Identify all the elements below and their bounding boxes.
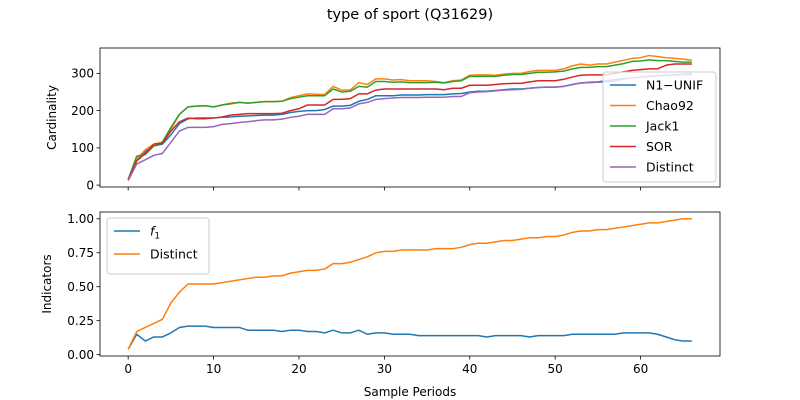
legend-box <box>106 217 210 275</box>
x-tick-label: 10 <box>206 362 221 376</box>
y-tick-label: 0.25 <box>67 314 94 328</box>
cardinality-panel: 0 100 200 300 Cardinality N1−UNIF Chao92 Jack1 S… <box>45 47 721 192</box>
y-tick-label: 100 <box>71 141 94 155</box>
legend: f1 Distinct <box>106 217 210 275</box>
indicators-panel: 0 10 20 30 40 50 60 0.00 0.25 0.50 0.75 1.00 Indicat… <box>40 211 721 399</box>
y-tick-label: 200 <box>71 104 94 118</box>
series-line-f1 <box>127 325 692 350</box>
x-tick-label: 50 <box>548 362 563 376</box>
x-tick-label: 20 <box>291 362 306 376</box>
legend-label: Jack1 <box>645 119 679 134</box>
y-tick-label: 0 <box>86 178 94 192</box>
legend-label: N1−UNIF <box>646 78 703 93</box>
series-line-distinct <box>127 72 692 182</box>
series-line-distinct <box>127 218 692 350</box>
y-tick-label: 0.50 <box>67 280 94 294</box>
legend-box <box>602 71 717 183</box>
legend-label: Chao92 <box>646 98 694 113</box>
x-tick-label: 40 <box>462 362 477 376</box>
axes-frame <box>99 47 721 188</box>
x-tick-label: 60 <box>633 362 648 376</box>
y-axis-label: Indicators <box>40 254 54 313</box>
y-tick-label: 0.00 <box>67 348 94 362</box>
x-tick-label: 30 <box>377 362 392 376</box>
y-tick-label: 0.75 <box>67 246 94 260</box>
legend-label: SOR <box>646 139 673 154</box>
legend-label: Distinct <box>646 160 694 175</box>
legend-label: f1 <box>150 224 160 242</box>
y-axis-label: Cardinality <box>45 85 59 150</box>
y-tick-label: 300 <box>71 67 94 81</box>
x-tick-label: 0 <box>124 362 132 376</box>
legend: N1−UNIF Chao92 Jack1 SOR Distinct <box>602 71 717 183</box>
legend-label-main: f <box>150 224 156 239</box>
axes-frame <box>99 211 721 357</box>
x-axis-label: Sample Periods <box>364 385 456 399</box>
legend-label: Distinct <box>150 247 198 262</box>
series-line-sor <box>127 63 692 180</box>
series-line-jack1 <box>127 59 692 180</box>
figure-title: type of sport (Q31629) <box>327 7 493 23</box>
legend-label-subscript: 1 <box>154 232 160 242</box>
y-tick-label: 1.00 <box>67 212 94 226</box>
